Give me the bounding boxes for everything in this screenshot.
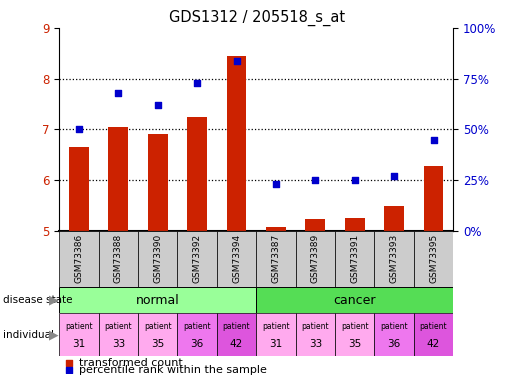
Bar [296,313,335,356]
Text: GSM73390: GSM73390 [153,234,162,284]
Bar [99,313,138,356]
Bar [384,206,404,231]
Text: cancer: cancer [333,294,376,306]
Bar [335,313,374,356]
Text: GSM73394: GSM73394 [232,234,241,284]
Text: patient: patient [183,322,211,331]
Bar [138,231,177,287]
Bar [345,218,365,231]
Text: GSM73387: GSM73387 [271,234,280,284]
Bar [414,231,453,287]
Bar [59,313,99,356]
Text: 33: 33 [112,339,125,349]
Bar [217,231,256,287]
Bar [374,231,414,287]
Bar [148,135,167,231]
Text: normal: normal [136,294,180,306]
Text: patient: patient [262,322,290,331]
Text: 31: 31 [269,339,283,349]
Text: patient: patient [380,322,408,331]
Point [272,181,280,187]
Bar [256,287,453,313]
Text: patient: patient [341,322,369,331]
Text: disease state: disease state [3,295,72,305]
Text: GSM73386: GSM73386 [75,234,83,284]
Text: patient: patient [65,322,93,331]
Bar [227,56,246,231]
Point [114,90,123,96]
Text: GSM73392: GSM73392 [193,234,201,284]
Bar [187,117,207,231]
Text: percentile rank within the sample: percentile rank within the sample [79,365,267,375]
Bar [424,166,443,231]
Point [153,102,162,108]
Bar [109,127,128,231]
Bar [374,313,414,356]
Text: GSM73389: GSM73389 [311,234,320,284]
Text: patient: patient [301,322,329,331]
Bar [266,226,286,231]
Bar [256,313,296,356]
Point [232,57,241,63]
Point [193,80,201,86]
Bar [177,231,217,287]
Text: individual: individual [3,330,54,340]
Text: 35: 35 [151,339,164,349]
Text: GSM73388: GSM73388 [114,234,123,284]
Bar [217,313,256,356]
Point [65,367,73,373]
Text: GSM73393: GSM73393 [390,234,399,284]
Text: 36: 36 [387,339,401,349]
Text: GSM73391: GSM73391 [350,234,359,284]
Text: GDS1312 / 205518_s_at: GDS1312 / 205518_s_at [169,9,346,26]
Text: patient: patient [420,322,448,331]
Bar [69,147,89,231]
Bar [177,313,217,356]
Bar [99,231,138,287]
Text: patient: patient [144,322,171,331]
Bar [138,313,177,356]
Point [75,126,83,132]
Text: ▶: ▶ [49,294,59,306]
Text: 33: 33 [308,339,322,349]
Text: GSM73395: GSM73395 [429,234,438,284]
Text: 36: 36 [191,339,204,349]
Bar [296,231,335,287]
Bar [305,219,325,231]
Bar [59,231,99,287]
Text: transformed count: transformed count [79,358,183,368]
Point [65,360,73,366]
Bar [414,313,453,356]
Text: 42: 42 [230,339,243,349]
Point [351,177,359,183]
Text: 42: 42 [427,339,440,349]
Point [390,173,398,179]
Bar [335,231,374,287]
Text: 31: 31 [72,339,85,349]
Text: ▶: ▶ [49,328,59,341]
Bar [256,231,296,287]
Bar [59,287,256,313]
Point [430,136,438,142]
Point [311,177,319,183]
Text: 35: 35 [348,339,362,349]
Text: patient: patient [105,322,132,331]
Text: patient: patient [222,322,250,331]
